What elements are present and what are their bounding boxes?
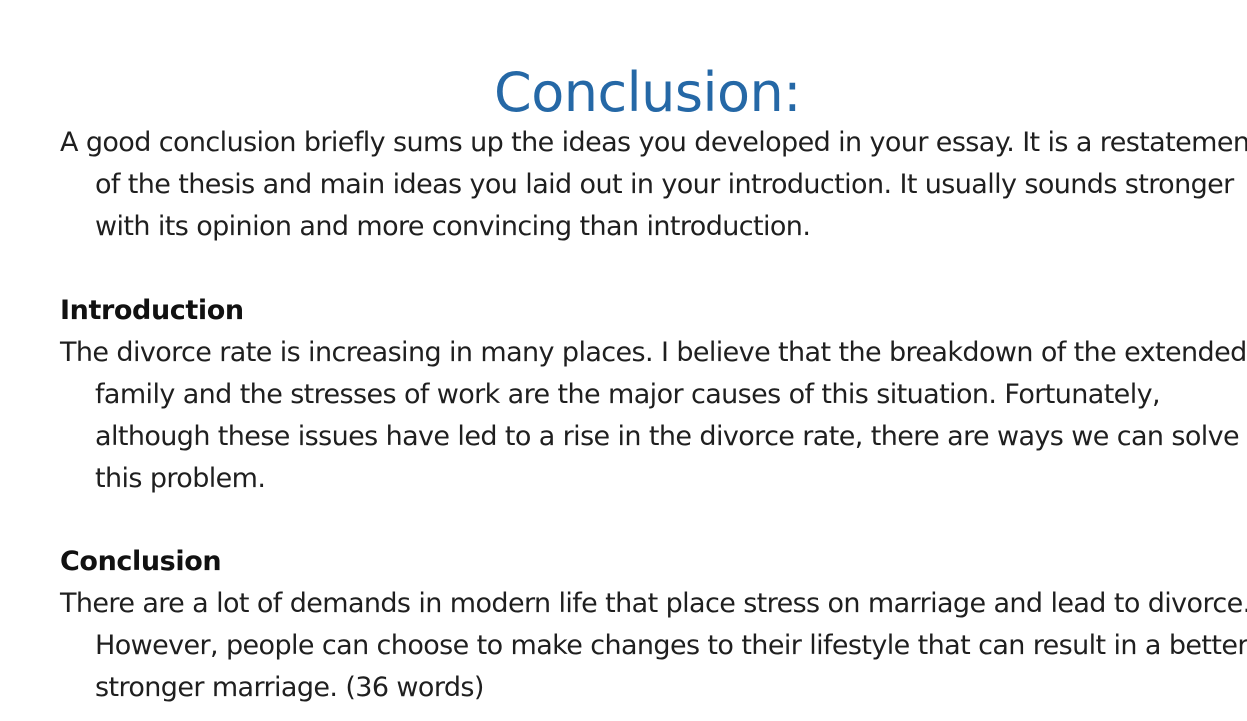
introduction-heading: Introduction: [60, 295, 244, 326]
conclusion-heading: Conclusion: [60, 546, 222, 577]
intro-paragraph: A good conclusion briefly sums up the id…: [60, 127, 1247, 242]
conclusion-example-paragraph: There are a lot of demands in modern lif…: [60, 588, 1247, 703]
introduction-example-paragraph: The divorce rate is increasing in many p…: [60, 337, 1247, 494]
slide-title: Conclusion:: [494, 61, 801, 125]
